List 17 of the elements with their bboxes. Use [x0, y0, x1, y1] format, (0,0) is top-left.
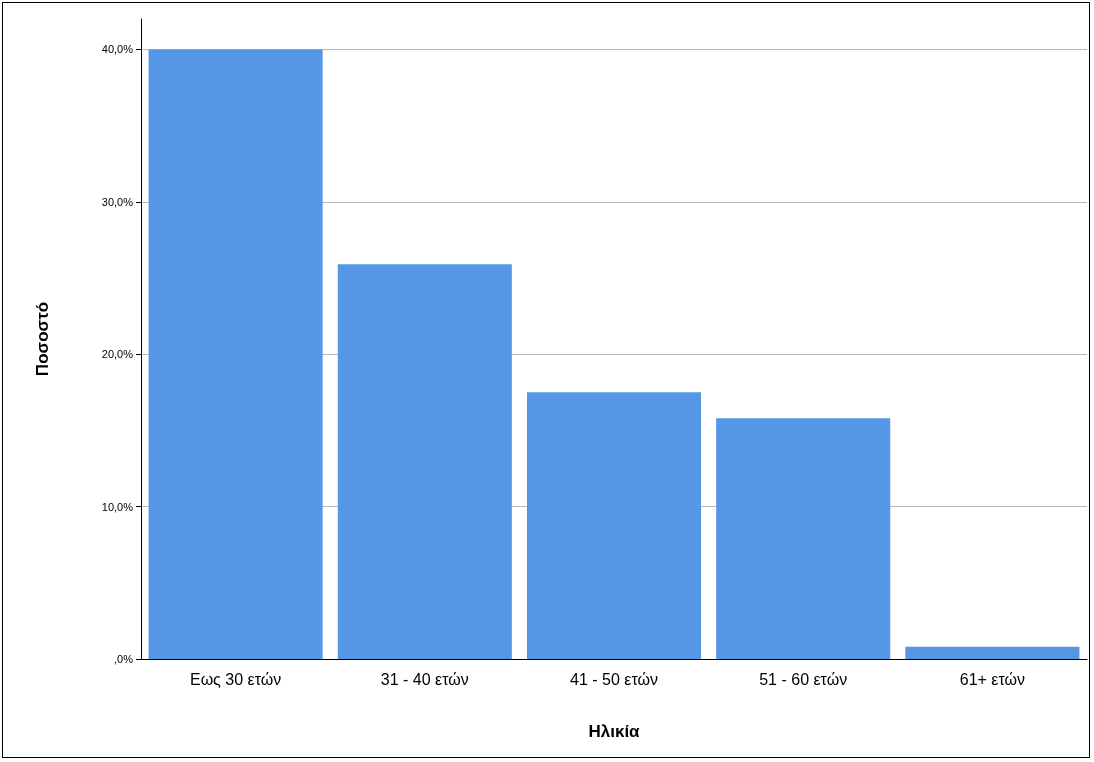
y-tick-label: ,0% — [114, 653, 134, 665]
y-tick-label: 10,0% — [101, 500, 134, 513]
y-tick-label: 20,0% — [101, 348, 134, 361]
x-axis-title: Ηλικία — [588, 722, 641, 741]
y-tick-label: 30,0% — [101, 195, 134, 208]
bar — [337, 264, 512, 659]
x-tick-label: 51 - 60 ετών — [759, 670, 848, 688]
bar — [716, 418, 891, 659]
x-tick-label: 31 - 40 ετών — [380, 670, 469, 688]
x-tick-label: 61+ ετών — [959, 670, 1026, 688]
y-tick-label: 40,0% — [101, 43, 134, 56]
x-tick-label: Εως 30 ετών — [189, 670, 282, 688]
x-tick-label: 41 - 50 ετών — [570, 670, 658, 688]
bar — [148, 49, 323, 659]
bar — [526, 392, 702, 659]
y-axis-title: Ποσοστό — [33, 301, 52, 377]
bar — [905, 646, 1080, 659]
